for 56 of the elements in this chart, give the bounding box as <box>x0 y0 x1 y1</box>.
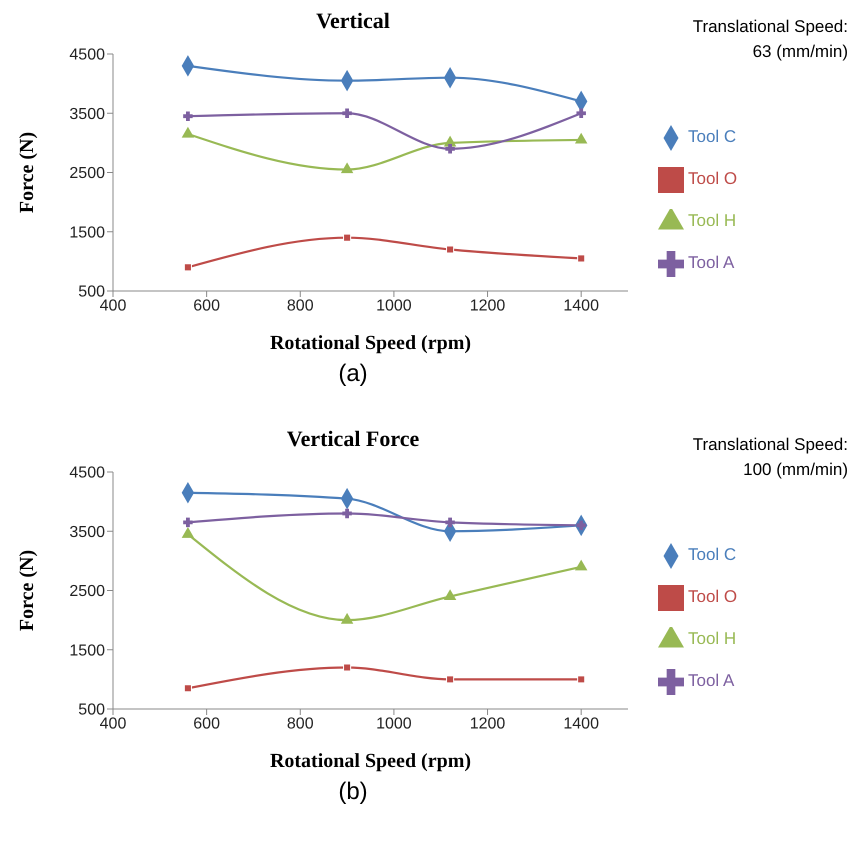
point <box>182 127 194 138</box>
x-tick-label: 1400 <box>563 297 600 314</box>
point <box>342 108 352 118</box>
x-tick-label: 600 <box>193 297 220 314</box>
text: Translational Speed: 63 (mm/min) <box>692 16 848 63</box>
point <box>184 263 192 272</box>
point <box>342 508 352 518</box>
legend-label: Tool C <box>688 127 736 146</box>
y-tick-label: 2500 <box>69 583 106 600</box>
legend-label: Tool C <box>688 545 736 564</box>
y-tick-label: 3500 <box>69 106 106 123</box>
y-tick-label: 3500 <box>69 524 106 541</box>
y-axis-title: Force (N) <box>16 132 38 214</box>
y-tick-label: 2500 <box>69 165 106 182</box>
point <box>577 675 586 684</box>
point <box>183 111 193 121</box>
x-axis-title: Rotational Speed (rpm) <box>270 750 472 772</box>
text: (b) <box>337 778 369 806</box>
y-tick-label: 4500 <box>69 46 106 64</box>
text: Translational Speed: 100 (mm/min) <box>692 434 848 481</box>
point <box>183 518 193 528</box>
y-tick-label: 4500 <box>69 464 106 482</box>
legend-label: Tool A <box>688 671 734 690</box>
x-tick-label: 1200 <box>470 297 506 314</box>
y-tick-label: 1500 <box>69 642 106 660</box>
point <box>446 675 454 684</box>
point <box>341 613 353 624</box>
text: (a) <box>337 360 369 388</box>
legend-label: Tool H <box>688 211 736 230</box>
point <box>577 254 586 262</box>
point <box>575 133 588 144</box>
x-tick-label: 1000 <box>376 715 412 732</box>
chart-title: Vertical Force <box>286 426 420 452</box>
point <box>576 108 586 118</box>
point <box>444 590 456 600</box>
point <box>341 162 353 174</box>
point <box>184 684 192 692</box>
point <box>575 560 588 570</box>
point <box>182 528 194 538</box>
x-axis-title: Rotational Speed (rpm) <box>270 332 472 354</box>
x-tick-label: 1200 <box>470 715 506 732</box>
point <box>445 518 455 528</box>
legend-label: Tool O <box>688 587 738 606</box>
legend-label: Tool H <box>688 629 736 648</box>
legend-label: Tool A <box>688 253 734 272</box>
y-axis-title: Force (N) <box>16 550 38 632</box>
chart-title: Vertical <box>315 8 391 34</box>
x-tick-label: 1400 <box>563 715 600 732</box>
point <box>445 144 455 154</box>
x-tick-label: 800 <box>286 715 314 732</box>
x-tick-label: 600 <box>193 715 220 732</box>
x-tick-label: 800 <box>286 297 314 314</box>
point <box>343 234 352 242</box>
x-tick-label: 1000 <box>376 297 412 314</box>
legend-label: Tool O <box>688 169 738 188</box>
y-tick-label: 1500 <box>69 224 106 242</box>
